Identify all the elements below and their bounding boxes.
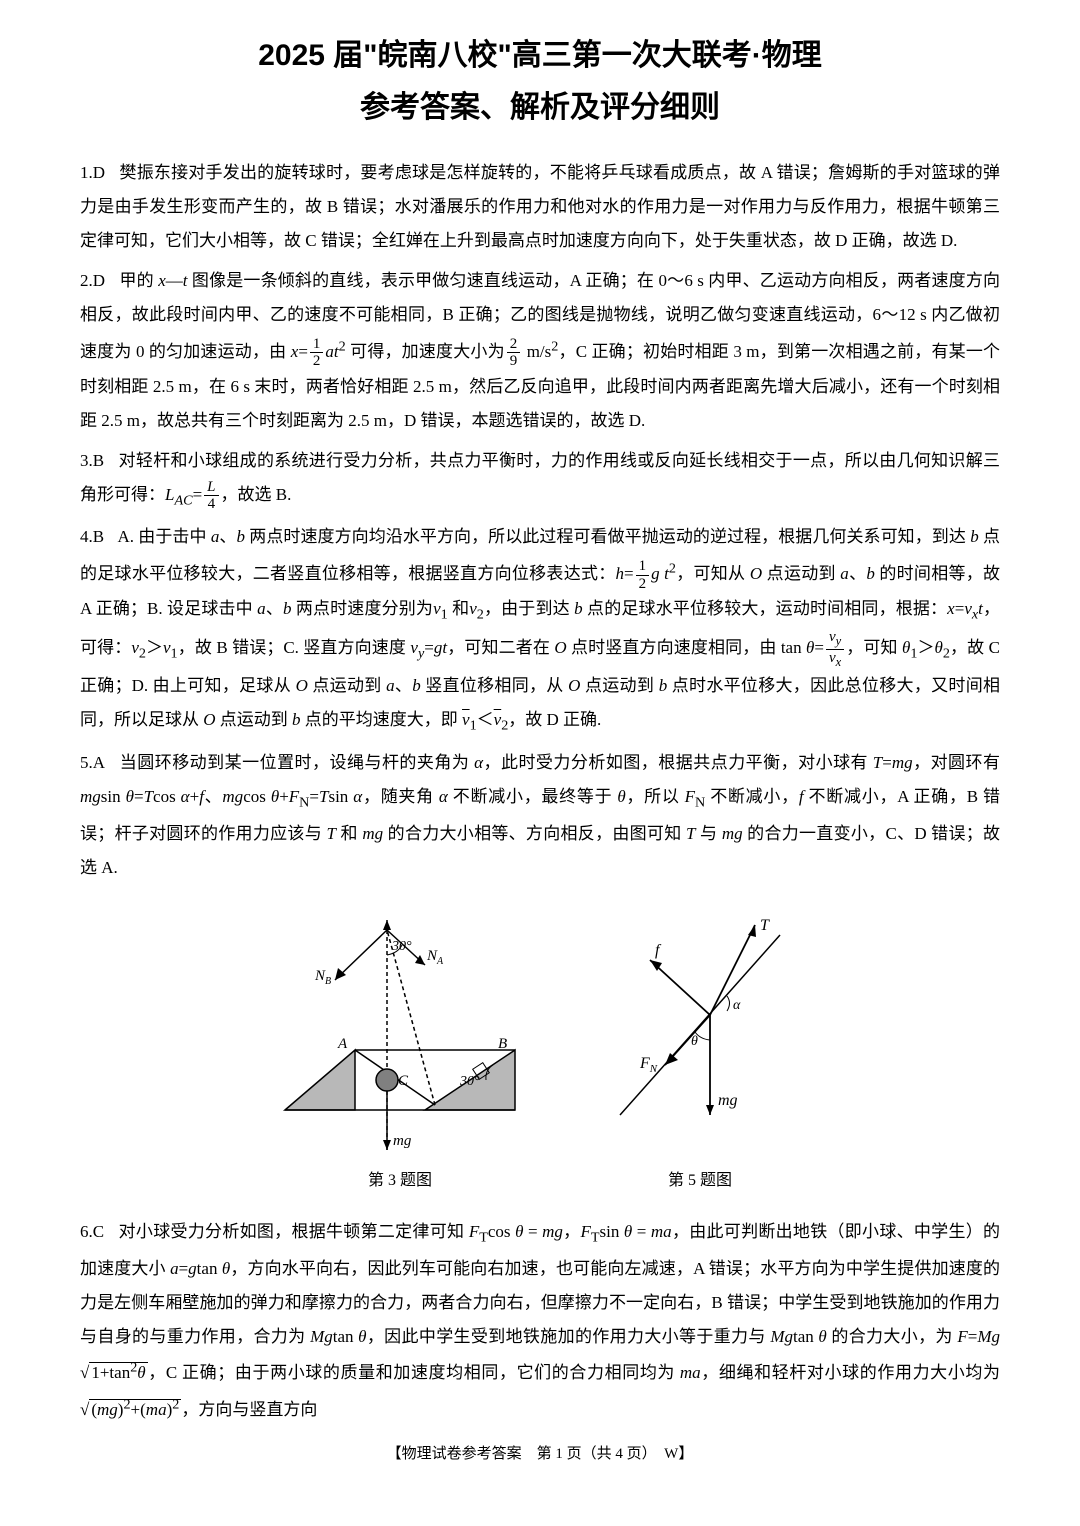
q4-num: 4.	[80, 527, 93, 546]
q1-num: 1.	[80, 163, 93, 182]
fig5-f: f	[655, 942, 662, 959]
figures-row: 30° 30° NA NB A B C mg 第 3 题图 T f FN	[80, 905, 1000, 1190]
q6-body: 对小球受力分析如图，根据牛顿第二定律可知 FTcos θ = mg，FTsin …	[80, 1222, 1000, 1419]
q6-num: 6.	[80, 1222, 93, 1241]
fig5-caption: 第 5 题图	[600, 1166, 800, 1190]
question-5: 5.A 当圆环移动到某一位置时，设绳与杆的夹角为 α，此时受力分析如图，根据共点…	[80, 746, 1000, 885]
q3-ans: B	[93, 451, 104, 470]
fig5-T: T	[760, 917, 770, 934]
fig3-B: B	[498, 1036, 507, 1052]
title-main: 2025 届"皖南八校"高三第一次大联考·物理	[80, 30, 1000, 74]
question-3: 3.B 对轻杆和小球组成的系统进行受力分析，共点力平衡时，力的作用线或反向延长线…	[80, 444, 1000, 515]
fig3-ang2: 30°	[459, 1074, 480, 1089]
q5-ans: A	[93, 753, 105, 772]
q2-body: 甲的 x—t 图像是一条倾斜的直线，表示甲做匀速直线运动，A 正确；在 0～6 …	[80, 271, 1000, 430]
q1-body: 樊振东接对手发出的旋转球时，要考虑球是怎样旋转的，不能将乒乓球看成质点，故 A …	[80, 163, 1000, 250]
fig3-caption: 第 3 题图	[280, 1166, 520, 1190]
q5-num: 5.	[80, 753, 93, 772]
fig5-theta: θ	[691, 1034, 698, 1049]
figure-3-svg: 30° 30° NA NB A B C mg	[280, 905, 520, 1155]
fig3-NA: NA	[426, 948, 444, 967]
fig3-ang1: 30°	[391, 939, 412, 954]
fig5-alpha: α	[733, 998, 741, 1013]
fig5-mg: mg	[718, 1092, 738, 1109]
q6-ans: C	[93, 1222, 104, 1241]
q2-ans: D	[93, 271, 105, 290]
question-2: 2.D 甲的 x—t 图像是一条倾斜的直线，表示甲做匀速直线运动，A 正确；在 …	[80, 264, 1000, 438]
title-sub: 参考答案、解析及评分细则	[80, 82, 1000, 126]
fig3-C: C	[398, 1073, 409, 1089]
q4-body: A. 由于击中 a、b 两点时速度方向均沿水平方向，所以此过程可看做平抛运动的逆…	[80, 527, 1000, 729]
q4-ans: B	[93, 527, 104, 546]
page-footer: 【物理试卷参考答案 第 1 页（共 4 页） W】	[80, 1442, 1000, 1463]
q1-ans: D	[93, 163, 105, 182]
figure-5: T f FN mg α θ 第 5 题图	[600, 905, 800, 1190]
fig3-mg: mg	[393, 1133, 412, 1149]
figure-5-svg: T f FN mg α θ	[600, 905, 800, 1155]
question-4: 4.B A. 由于击中 a、b 两点时速度方向均沿水平方向，所以此过程可看做平抛…	[80, 520, 1000, 740]
q2-num: 2.	[80, 271, 93, 290]
q5-body: 当圆环移动到某一位置时，设绳与杆的夹角为 α，此时受力分析如图，根据共点力平衡，…	[80, 753, 1000, 877]
q3-body: 对轻杆和小球组成的系统进行受力分析，共点力平衡时，力的作用线或反向延长线相交于一…	[80, 451, 1000, 504]
question-6: 6.C 对小球受力分析如图，根据牛顿第二定律可知 FTcos θ = mg，FT…	[80, 1215, 1000, 1427]
fig3-A: A	[337, 1036, 348, 1052]
q3-num: 3.	[80, 451, 93, 470]
fig5-FN: FN	[639, 1055, 658, 1075]
question-1: 1.D 樊振东接对手发出的旋转球时，要考虑球是怎样旋转的，不能将乒乓球看成质点，…	[80, 156, 1000, 258]
figure-3: 30° 30° NA NB A B C mg 第 3 题图	[280, 905, 520, 1190]
fig3-NB: NB	[314, 968, 331, 987]
